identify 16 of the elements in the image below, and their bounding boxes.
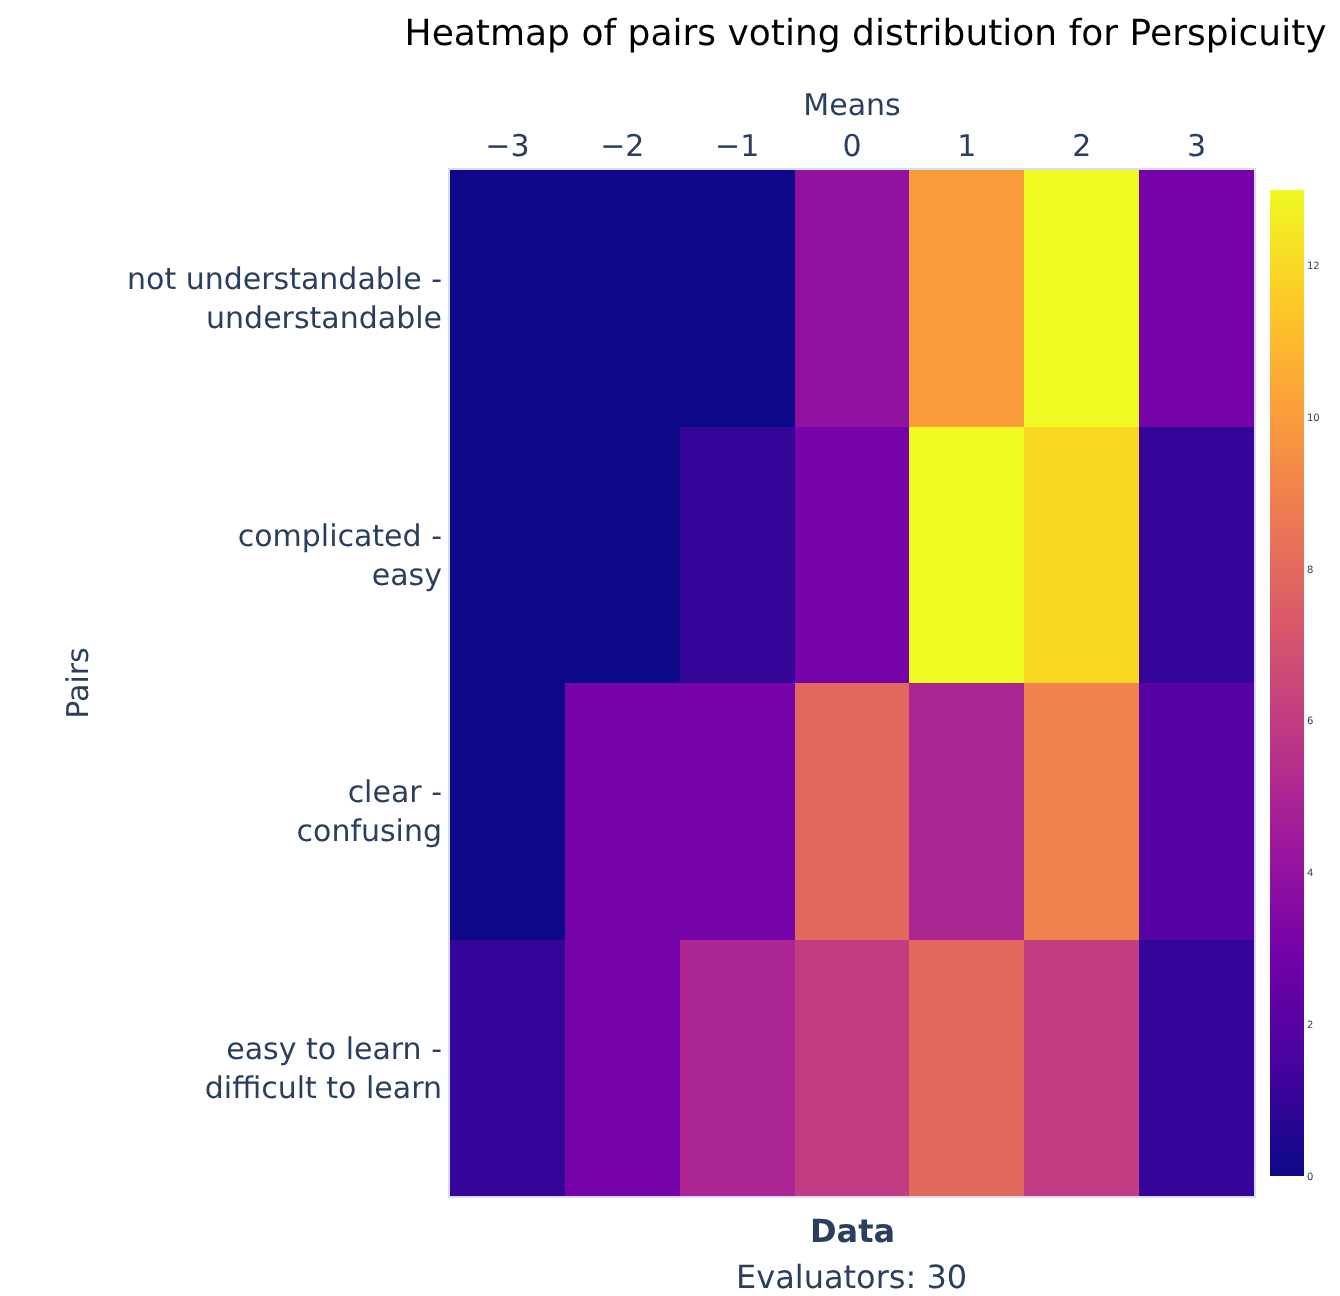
x-tick-label: 1 — [957, 128, 977, 164]
x-tick-label: −3 — [485, 128, 530, 164]
y-tick-label: easy to learn - difficult to learn — [204, 1030, 442, 1106]
y-tick-label: complicated - easy — [237, 517, 443, 593]
y-axis-title: Pairs — [59, 646, 96, 719]
text: Data — [810, 1212, 896, 1250]
x-tick-label: 3 — [1187, 128, 1207, 164]
x-axis-title: Means — [803, 86, 902, 123]
x-tick-label: 2 — [1072, 128, 1092, 164]
chart-title: Heatmap of pairs voting distribution for Perspicuity — [404, 12, 1328, 55]
text: Evaluators: 30 — [736, 1258, 968, 1296]
x-tick-label: −2 — [600, 128, 645, 164]
x-tick-label: −1 — [715, 128, 760, 164]
x-tick-label: 0 — [842, 128, 862, 164]
y-tick-label: clear - confusing — [296, 774, 442, 850]
y-tick-label: not understandable - understandable — [127, 261, 442, 337]
